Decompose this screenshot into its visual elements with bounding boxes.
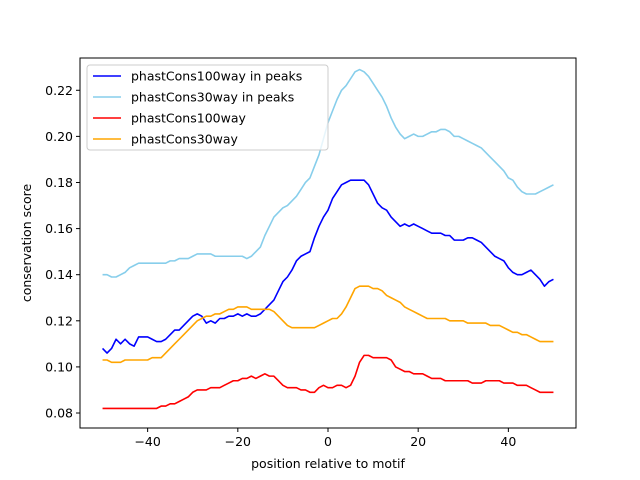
series-line-4 [102, 285, 554, 364]
legend-box [86, 64, 329, 151]
legend-label: phastCons30way in peaks [131, 90, 294, 105]
x-tick-label: −20 [225, 434, 251, 449]
y-tick-label: 0.18 [45, 175, 73, 190]
y-axis-ticks: 0.08 0.10 0.12 0.14 0.16 0.18 0.20 0.22 [45, 83, 80, 421]
legend-label: phastCons30way [131, 132, 239, 147]
y-tick-label: 0.14 [45, 267, 73, 282]
x-axis-ticks: −40 −20 0 20 40 [134, 428, 516, 449]
x-axis-label: position relative to motif [251, 456, 405, 471]
series-line-1 [101, 179, 554, 354]
legend: phastCons100way in peaks phastCons30way i… [86, 64, 329, 151]
x-tick-label: 20 [410, 434, 426, 449]
legend-label: phastCons100way [131, 111, 246, 126]
legend-label: phastCons100way in peaks [131, 69, 302, 84]
y-tick-label: 0.08 [45, 406, 73, 421]
y-tick-label: 0.22 [45, 83, 73, 98]
y-tick-label: 0.16 [45, 221, 73, 236]
y-tick-label: 0.20 [45, 129, 73, 144]
y-tick-label: 0.12 [45, 313, 73, 328]
y-tick-label: 0.10 [45, 359, 73, 374]
x-tick-label: 0 [324, 434, 332, 449]
x-tick-label: −40 [134, 434, 160, 449]
x-tick-label: 40 [500, 434, 516, 449]
y-axis-label: conservation score [19, 184, 34, 303]
series-line-3 [102, 354, 554, 410]
